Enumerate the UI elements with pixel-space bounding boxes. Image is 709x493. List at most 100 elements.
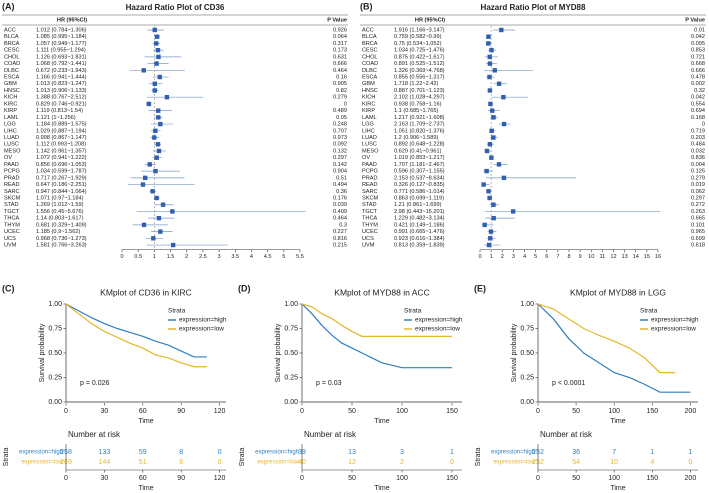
risk-title: Number at risk — [304, 430, 357, 439]
hr-point — [489, 128, 494, 133]
hr-label: 0.947 (0.844~1.064) — [36, 189, 87, 195]
hr-point — [153, 168, 158, 174]
p-value: 0.489 — [333, 108, 347, 114]
p-value: p = 0.026 — [80, 380, 109, 387]
x-tick-label: 150 — [646, 408, 658, 415]
category-label: SARC — [362, 189, 378, 195]
category-label: HNSC — [362, 88, 378, 94]
hr-point — [491, 202, 496, 207]
category-label: BRCA — [4, 41, 20, 47]
legend-label: expression=low — [415, 326, 460, 333]
p-value: 0.279 — [691, 175, 705, 181]
hr-point — [501, 175, 507, 181]
survival-curve — [537, 303, 676, 374]
hr-label: 1.326 (0.369~4.768) — [394, 68, 445, 74]
risk-strata: expression=high — [19, 450, 63, 456]
p-value: 0.554 — [691, 101, 705, 107]
category-label: ACC — [362, 27, 374, 33]
x-tick-label: 5 — [282, 254, 285, 260]
hr-label: 0.863 (0.699~1.119) — [394, 195, 444, 201]
category-label: LUSC — [4, 142, 19, 148]
p-value: 0.719 — [691, 128, 705, 134]
km-panel: (C) KMplot of CD36 in KIRC Survival probab… — [2, 283, 227, 491]
p-value: 0.279 — [333, 95, 347, 101]
category-label: HNSC — [4, 88, 20, 94]
hr-point — [147, 162, 152, 167]
category-label: PRAD — [4, 175, 20, 181]
category-label: LAML — [362, 115, 377, 121]
hr-label: 0.891 (0.525~1.512) — [394, 61, 445, 67]
risk-count: 144 — [99, 459, 111, 466]
p-value: p < 0.0001 — [552, 380, 585, 387]
category-label: UCEC — [4, 229, 20, 235]
p-value: 0.173 — [333, 48, 347, 54]
y-tick-label: 0.75 — [48, 325, 62, 332]
category-label: CHOL — [362, 54, 378, 60]
p-value: p = 0.03 — [316, 380, 342, 387]
hr-label: 1.112 (0.993~1.208) — [36, 142, 86, 148]
hr-point — [154, 41, 159, 46]
hr-label: 1.1 (0.685~1.765) — [394, 108, 438, 114]
hr-label: 0.829 (0.746~0.921) — [36, 101, 87, 107]
hr-point — [158, 229, 163, 234]
hr-label: 1.166 (0.941~1.444) — [36, 75, 87, 81]
p-value: 0.973 — [333, 135, 347, 141]
x-tick-label: 3 — [512, 254, 515, 260]
p-value: 0.665 — [691, 216, 705, 222]
p-value: 0.132 — [333, 148, 347, 154]
hr-point — [156, 115, 161, 120]
hr-point — [150, 189, 155, 194]
risk-count: 3 — [400, 449, 404, 456]
x-tick-label: 50 — [572, 475, 580, 482]
hr-label: 2.102 (1.028~4.297) — [394, 95, 445, 101]
hr-point — [488, 229, 494, 234]
p-value: 0.631 — [333, 54, 347, 60]
x-tick-label: 7 — [556, 254, 559, 260]
x-axis-label: Time — [138, 418, 153, 425]
hr-point — [156, 215, 162, 221]
risk-count: 54 — [572, 459, 580, 466]
x-tick-label: 0 — [300, 408, 304, 415]
hr-point — [487, 74, 492, 80]
p-value: 0.666 — [691, 68, 705, 74]
hr-label: 1.142 (0.961~1.357) — [36, 148, 87, 154]
hr-label: 1.184 (0.889~1.575) — [36, 122, 87, 128]
p-value: 0.002 — [691, 81, 705, 87]
risk-count: 0 — [218, 449, 222, 456]
p-value: 0.853 — [691, 48, 705, 54]
risk-strata: expression=low — [493, 460, 535, 466]
panel-label: (A) — [2, 1, 15, 11]
hr-point — [140, 182, 146, 187]
risk-count: 0 — [450, 459, 454, 466]
y-tick-label: 0.50 — [284, 350, 298, 357]
x-tick-label: 0 — [64, 408, 68, 415]
hr-point — [481, 182, 486, 187]
risk-strata: expression=high — [255, 450, 299, 456]
category-label: ESCA — [4, 75, 20, 81]
x-tick-label: 4 — [523, 254, 526, 260]
x-tick-label: 0 — [536, 475, 540, 482]
category-label: OV — [362, 155, 370, 161]
hr-point — [153, 128, 158, 133]
risk-count: 1 — [650, 449, 654, 456]
hr-label: 1.029 (0.887~1.194) — [36, 128, 87, 134]
p-value: 0.297 — [691, 195, 705, 201]
category-label: LGG — [4, 122, 16, 128]
x-tick-label: 30 — [101, 475, 109, 482]
hr-point — [487, 195, 492, 201]
y-tick-label: 0.00 — [520, 399, 534, 406]
category-label: GBM — [4, 81, 17, 87]
p-value: 0.32 — [694, 88, 705, 94]
hr-label: 0.968 (0.736~1.273) — [36, 236, 87, 242]
hr-label: 1.556 (0.45~5.676) — [36, 209, 84, 215]
hr-label: 1.013 (0.906~1.133) — [36, 88, 87, 94]
chart-title: KMplot of MYD88 in ACC — [334, 287, 429, 297]
x-tick-label: 1.5 — [167, 254, 175, 260]
risk-strata: expression=low — [257, 460, 299, 466]
risk-count: 0 — [688, 459, 692, 466]
p-value: 0.494 — [333, 182, 347, 188]
hr-label: 1.185 (0.9~1.562) — [36, 229, 80, 235]
legend-label: expression=low — [179, 326, 224, 333]
category-label: SKCM — [4, 195, 21, 201]
hr-point — [486, 189, 491, 194]
